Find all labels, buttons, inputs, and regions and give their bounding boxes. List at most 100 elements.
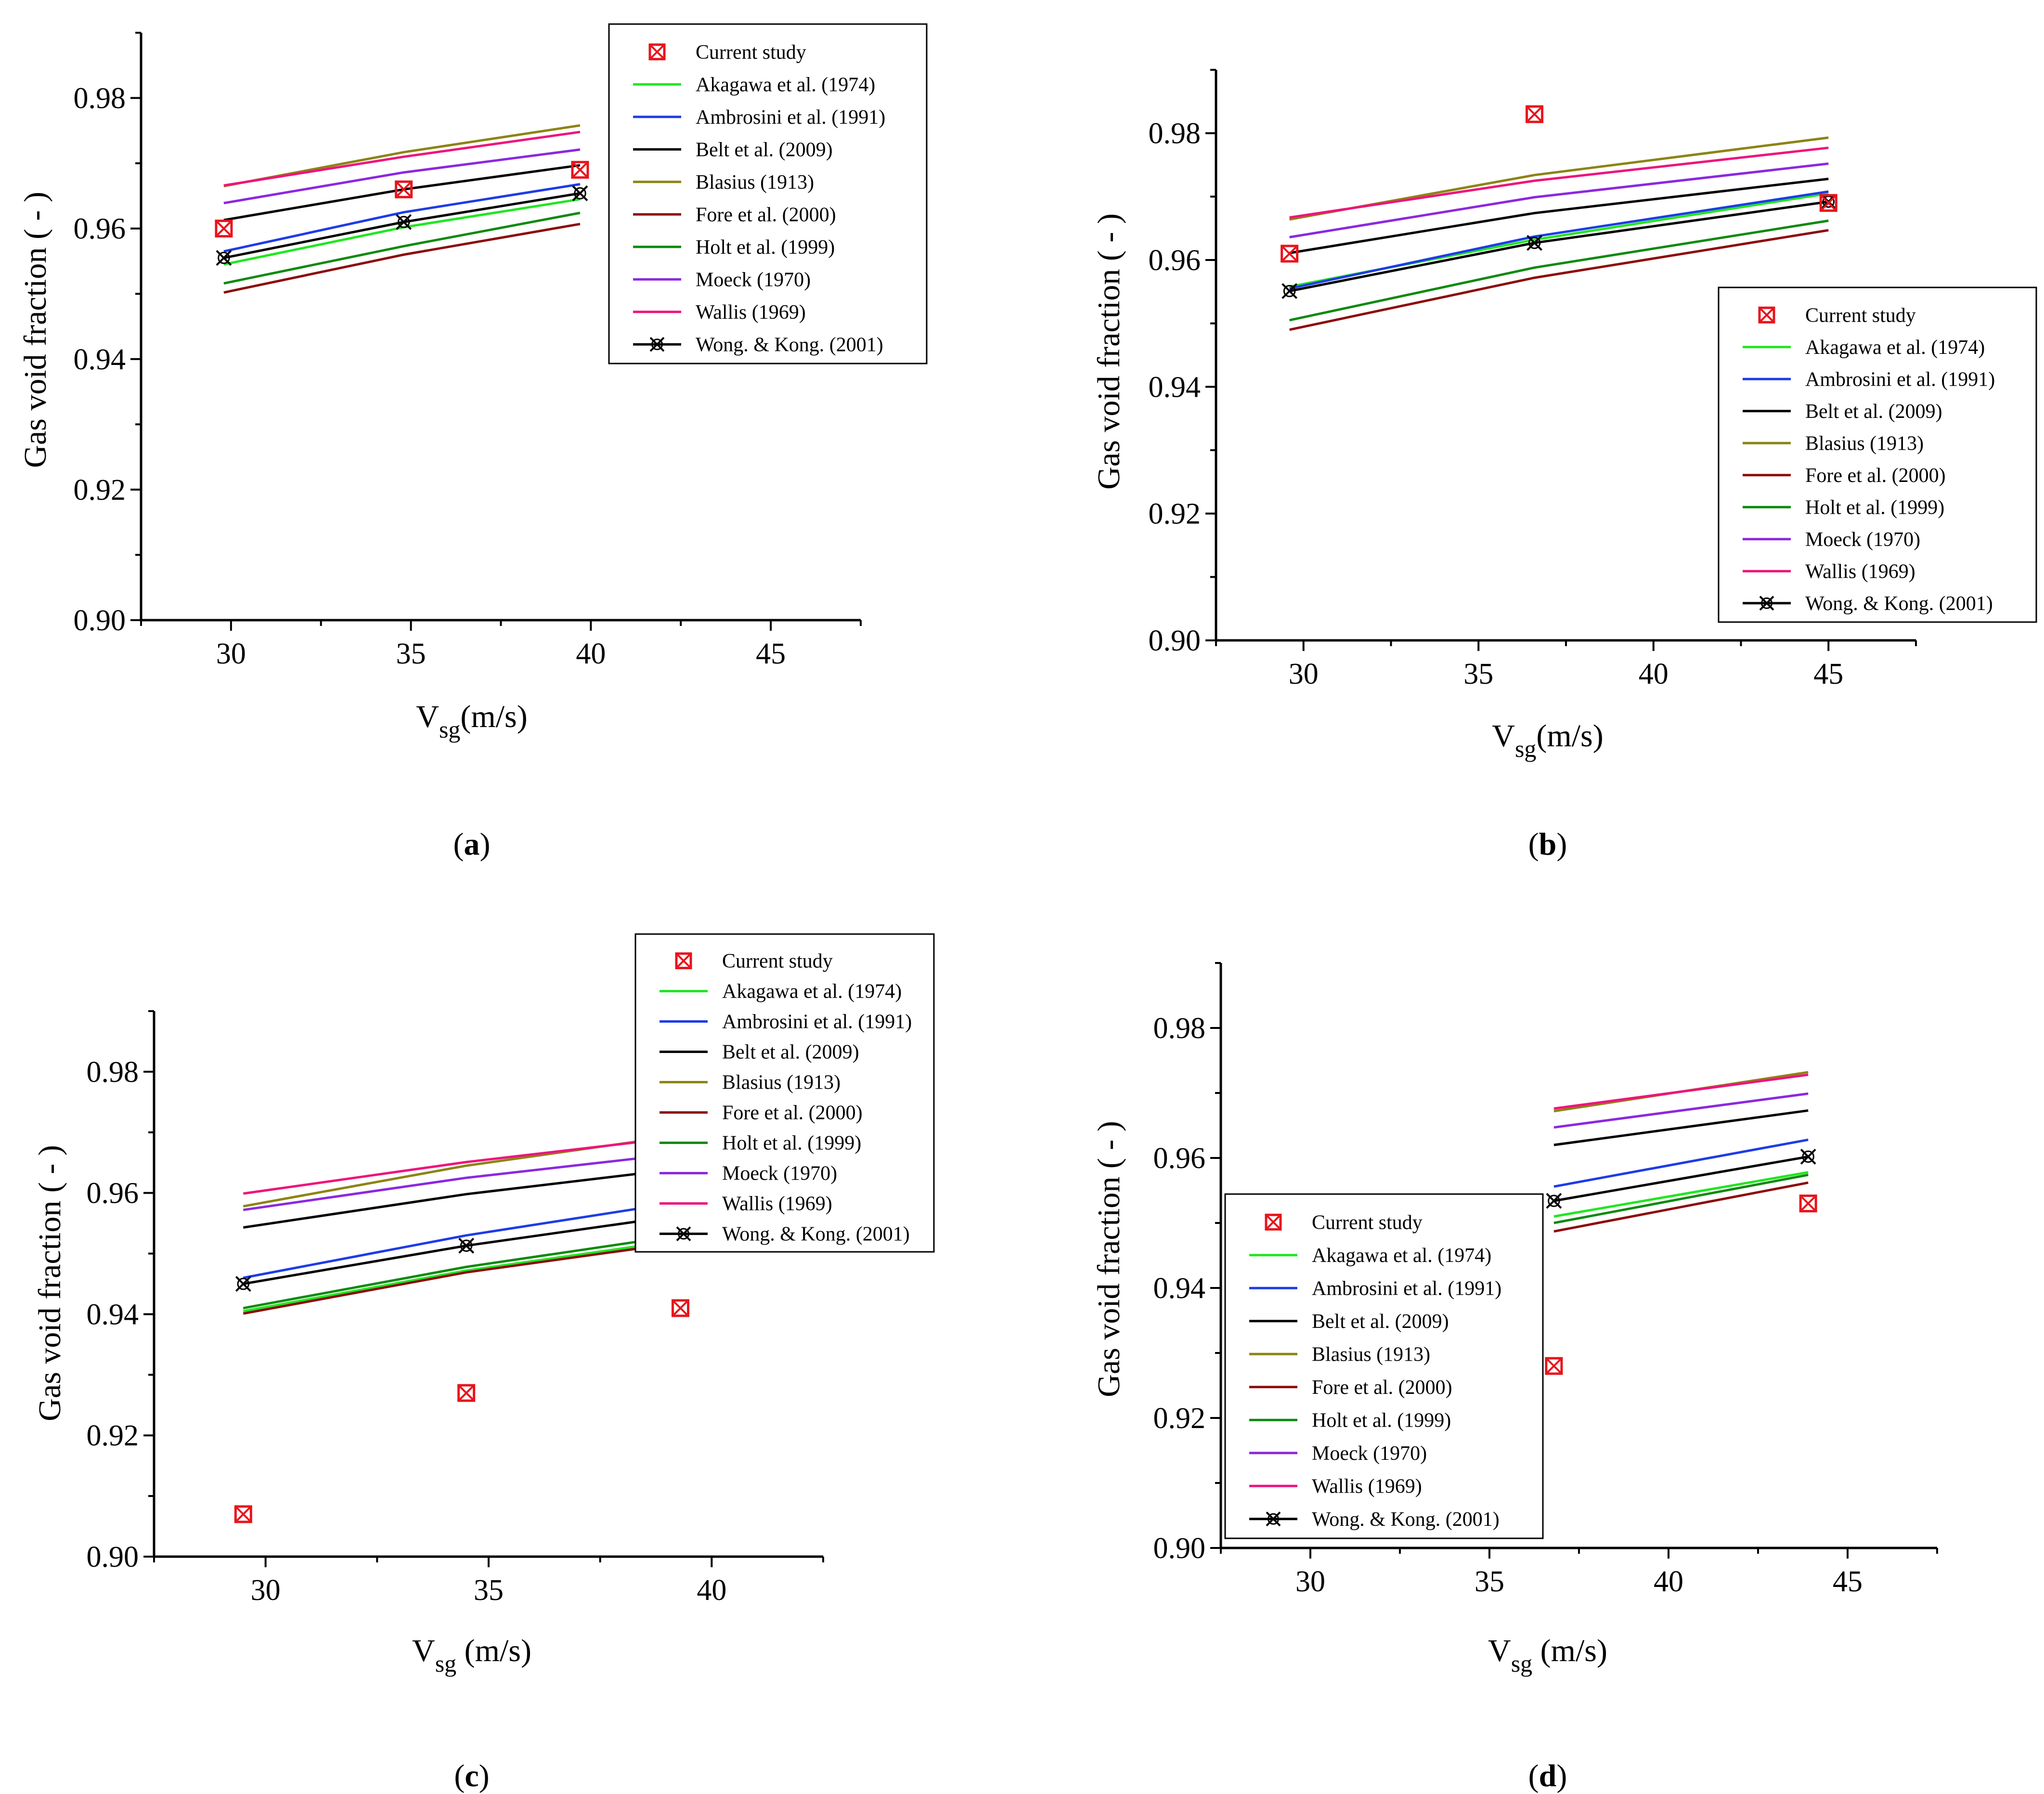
y-axis-title: Gas void fraction ( - ) <box>32 1145 67 1421</box>
legend-marker-box <box>1265 1213 1282 1231</box>
panel-caption: (a) <box>453 827 491 862</box>
x-axis-title-main: V <box>1488 1633 1511 1668</box>
series-line <box>1553 1155 1809 1202</box>
legend-marker <box>1759 596 1774 611</box>
current-study-point-box <box>395 180 413 198</box>
legend-marker <box>1265 1213 1282 1231</box>
series-point-marker-stroke-2 <box>1800 1148 1816 1165</box>
legend-label: Wong. & Kong. (2001) <box>1312 1508 1500 1531</box>
legend-label: Ambrosini et al. (1991) <box>1312 1277 1501 1300</box>
chart-panel-b: 0.90 0.92 0.94 0.96 0.98 30 35 40 45 Gas void fra… <box>1091 69 2037 862</box>
x-axis-title-main: V <box>416 699 439 734</box>
current-study-point-box <box>234 1505 252 1523</box>
current-study-point <box>234 1505 252 1523</box>
current-study-point <box>215 220 233 238</box>
series-line <box>1289 219 1829 322</box>
legend-box <box>1718 286 2037 623</box>
x-axis-title-subscript: sg <box>1511 1650 1532 1677</box>
series-line <box>1289 190 1829 290</box>
legend-label: Current study <box>722 950 833 973</box>
x-axis-title-unit: (m/s) <box>1532 1633 1607 1668</box>
series-point-marker-stroke-2 <box>216 250 232 266</box>
legend-marker-stroke-2 <box>649 337 665 352</box>
legend-label: Moeck (1970) <box>696 269 811 291</box>
current-study-point <box>395 180 413 198</box>
caption-letter: b <box>1539 827 1557 862</box>
legend-label: Fore et al. (2000) <box>722 1102 863 1124</box>
chart-panel-d: 0.90 0.92 0.94 0.96 0.98 30 35 40 45 Gas void fra… <box>1091 962 1938 1794</box>
legend: Current study Akagawa et al. (1974) Ambros… <box>1718 286 2037 623</box>
current-study-point <box>671 1299 689 1317</box>
x-axis-title: Vsg(m/s) <box>1492 718 1603 762</box>
series-point-marker-ring <box>1283 285 1296 298</box>
series-point-marker <box>1281 283 1298 299</box>
legend-box <box>634 933 935 1253</box>
chart-panel-a: 0.90 0.92 0.94 0.96 0.98 30 35 40 45 Gas void fra… <box>18 23 928 862</box>
series-line <box>223 222 581 294</box>
legend-label: Fore et al. (2000) <box>1312 1377 1452 1399</box>
current-study-point-box <box>571 161 589 179</box>
current-study-point-box <box>1526 105 1544 123</box>
legend-label: Akagawa et al. (1974) <box>1805 337 1985 359</box>
current-study-point-diag-2 <box>672 1300 689 1317</box>
series-line <box>223 148 581 205</box>
legend-marker-stroke-2 <box>1266 1511 1281 1527</box>
legend-label: Belt et al. (2009) <box>722 1041 859 1064</box>
y-tick-label: 0.98 <box>1153 1012 1206 1045</box>
legend-label: Wong. & Kong. (2001) <box>696 334 883 356</box>
legend-label: Belt et al. (2009) <box>1312 1311 1449 1333</box>
series-line <box>1289 200 1829 292</box>
legend-label: Fore et al. (2000) <box>1805 465 1946 487</box>
series-point-marker-stroke-2 <box>1527 235 1542 251</box>
x-tick-label: 40 <box>576 637 606 670</box>
legend-label: Wallis (1969) <box>1805 560 1915 583</box>
current-study-point-diag-2 <box>215 220 233 237</box>
series-line <box>1553 1173 1809 1224</box>
y-tick-label: 0.90 <box>87 1541 139 1573</box>
series-point-marker-ring <box>218 251 230 264</box>
x-tick-label: 40 <box>697 1574 726 1607</box>
x-tick-label: 35 <box>1475 1565 1504 1598</box>
legend-label: Current study <box>1312 1211 1423 1234</box>
legend: Current study Akagawa et al. (1974) Ambros… <box>1224 1193 1544 1539</box>
y-tick-label: 0.96 <box>74 213 126 246</box>
legend-box <box>1224 1193 1544 1539</box>
caption-letter: d <box>1539 1758 1557 1794</box>
series-point-marker-stroke-2 <box>572 185 588 201</box>
legend-marker-box <box>1758 306 1775 324</box>
panel-caption: (d) <box>1528 1758 1567 1794</box>
series-point-marker-ring <box>1528 236 1541 249</box>
legend-marker <box>649 337 665 352</box>
series-line <box>223 211 581 285</box>
legend-marker-ring <box>1268 1513 1279 1525</box>
legend-label: Holt et al. (1999) <box>722 1132 861 1155</box>
legend: Current study Akagawa et al. (1974) Ambros… <box>634 933 935 1253</box>
legend-label: Moeck (1970) <box>1312 1443 1427 1465</box>
y-tick-label: 0.94 <box>74 343 126 376</box>
caption-paren-close: ) <box>1556 827 1567 862</box>
series-point-marker <box>572 185 588 201</box>
x-axis-title: Vsg(m/s) <box>416 699 527 743</box>
series-line <box>243 1136 681 1195</box>
x-axis-title: Vsg (m/s) <box>1488 1633 1607 1677</box>
y-tick-label: 0.90 <box>74 604 126 637</box>
current-study-point-box <box>1819 194 1837 212</box>
series-line <box>1289 229 1829 331</box>
legend-label: Blasius (1913) <box>1805 432 1924 455</box>
x-tick-label: 45 <box>1813 658 1843 690</box>
legend-label: Ambrosini et al. (1991) <box>696 106 885 129</box>
y-axis-title: Gas void fraction ( - ) <box>18 192 53 468</box>
y-tick-label: 0.94 <box>87 1298 139 1331</box>
current-study-point <box>1819 194 1837 212</box>
legend-label: Wallis (1969) <box>1312 1475 1422 1497</box>
current-study-point-box <box>1545 1357 1563 1375</box>
legend-marker <box>676 1226 691 1241</box>
legend-label: Holt et al. (1999) <box>696 236 835 259</box>
legend-marker-diag-2 <box>649 44 665 60</box>
x-axis-title: Vsg (m/s) <box>412 1633 531 1677</box>
series-line <box>1289 162 1829 239</box>
legend-label: Akagawa et al. (1974) <box>722 981 902 1003</box>
series-line <box>223 192 581 260</box>
panel-caption: (b) <box>1528 827 1567 862</box>
current-study-point <box>457 1384 476 1402</box>
